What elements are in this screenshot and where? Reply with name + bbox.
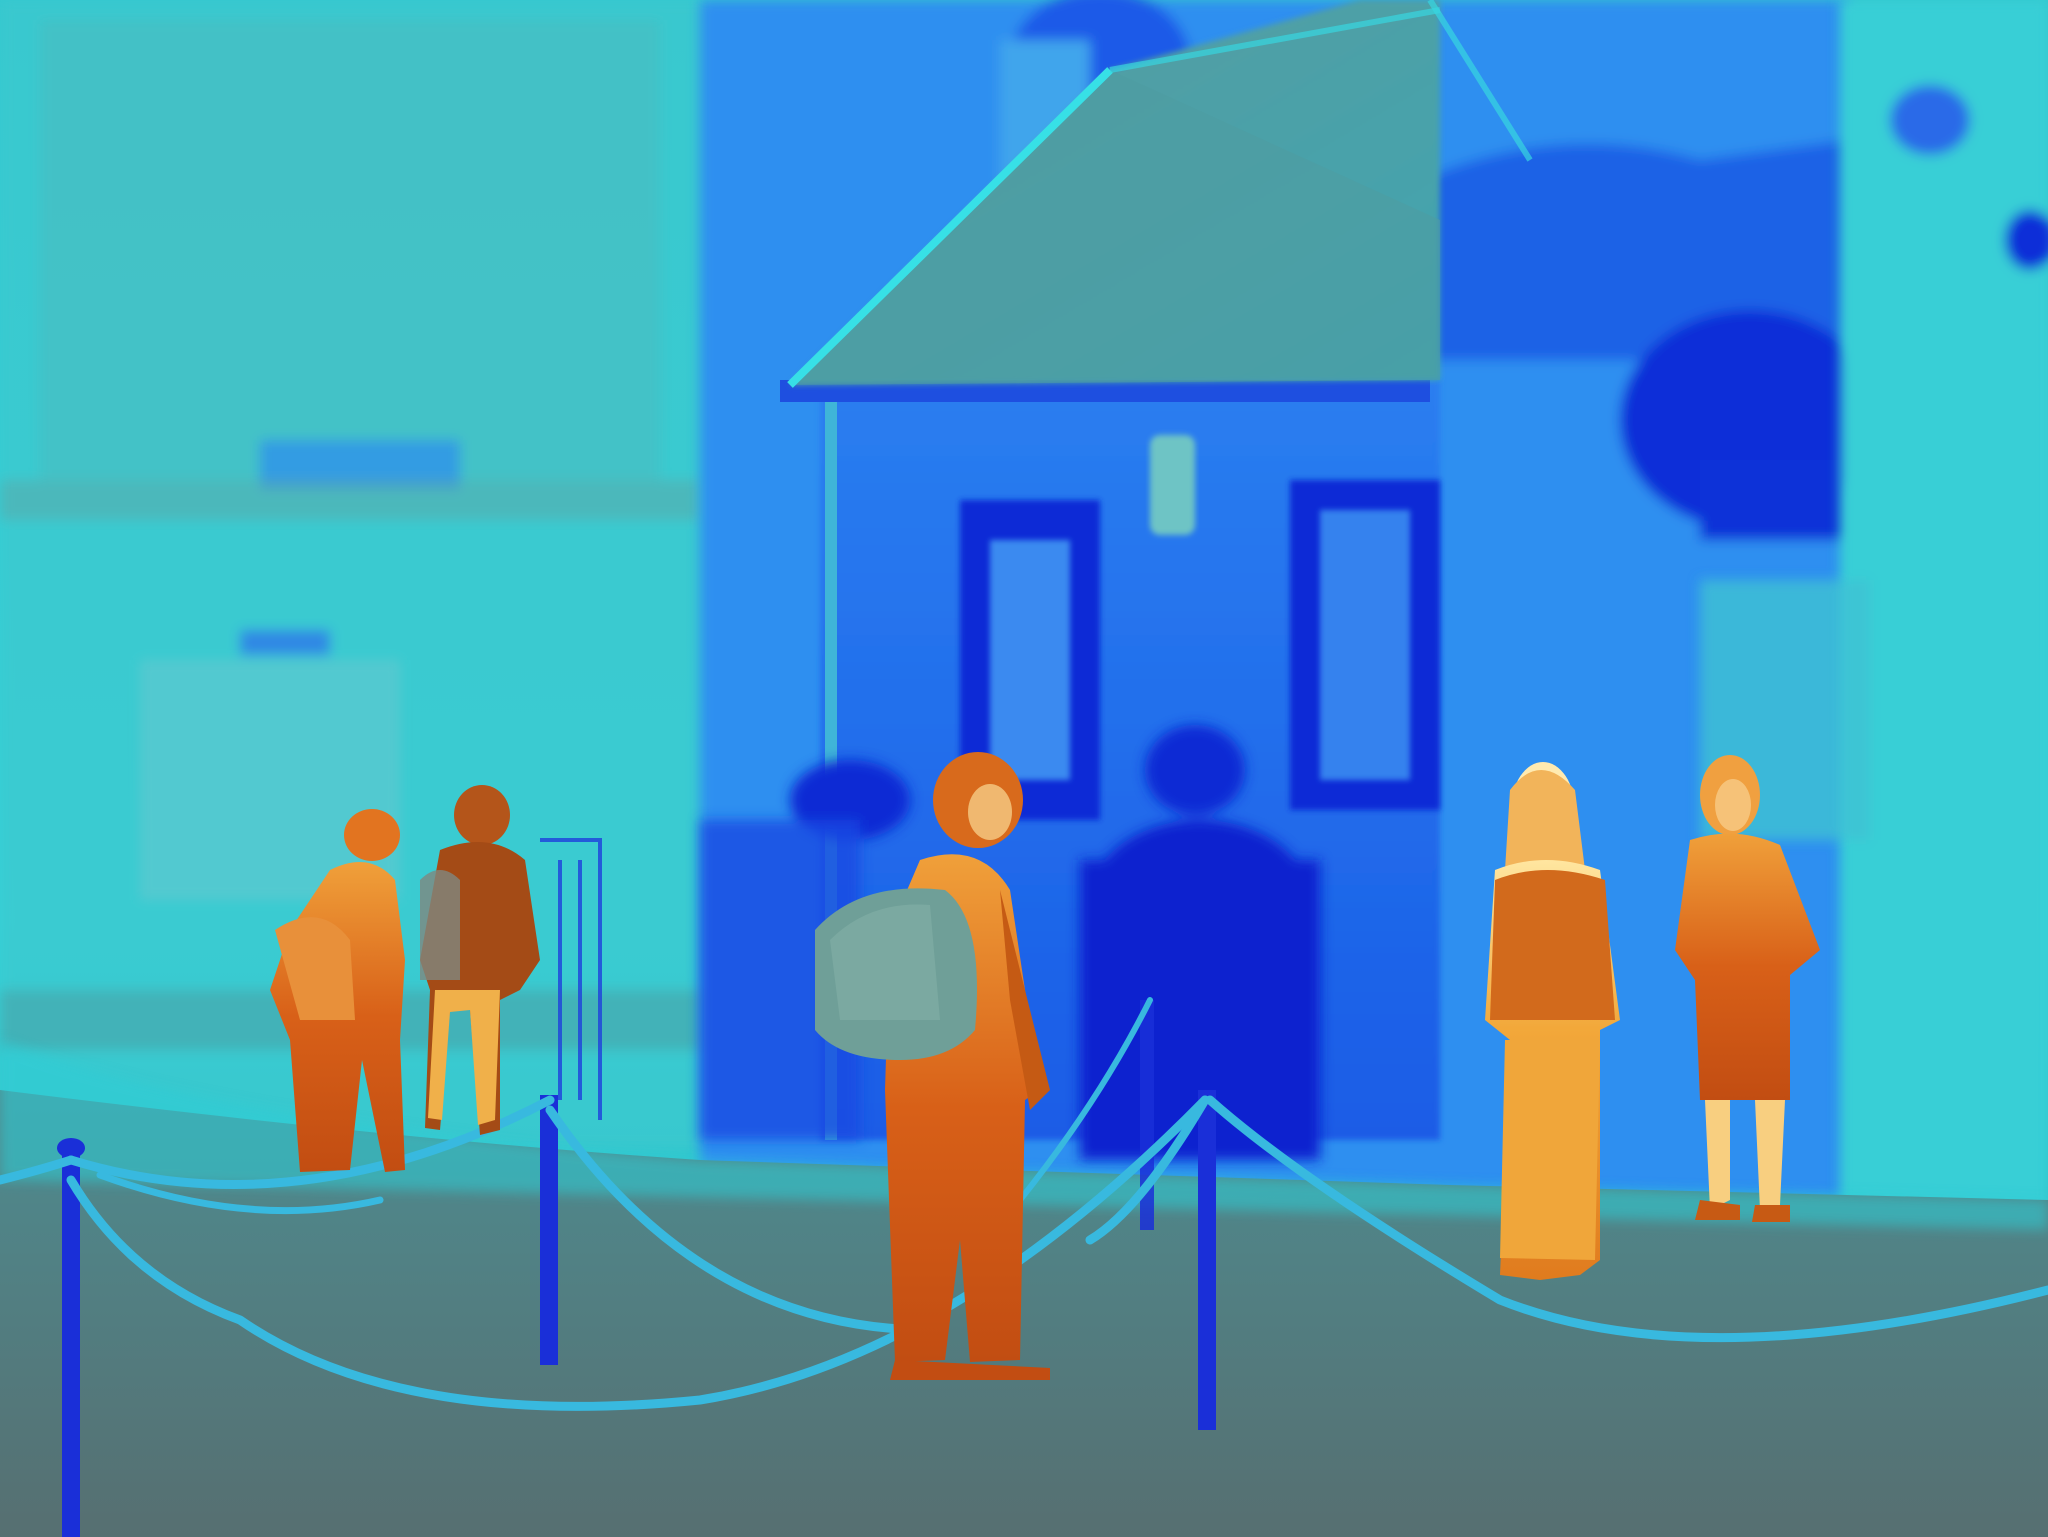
railing [540,838,602,1120]
person-center-with-backpack [815,752,1050,1380]
person-right-1 [1485,762,1620,1280]
barrier-posts [57,1000,1216,1537]
person-far-left-2 [420,785,540,1135]
right-wall [1700,0,2048,1300]
person-far-left-1 [270,809,405,1172]
house-roof [787,0,1533,388]
person-right-2 [1675,755,1820,1222]
